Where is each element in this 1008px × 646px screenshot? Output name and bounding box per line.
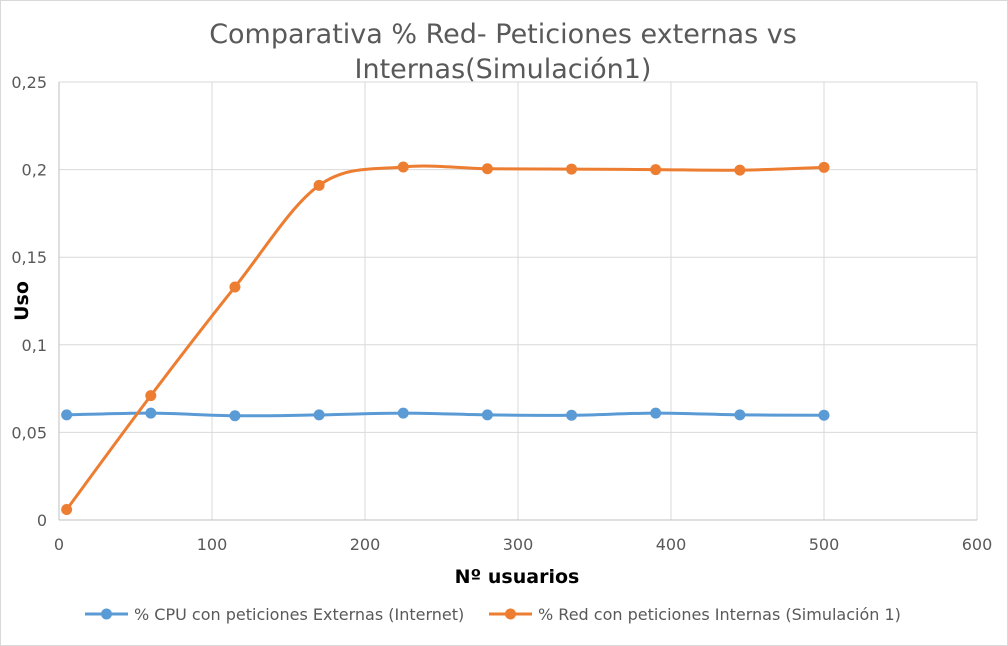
series-layer: [61, 161, 830, 515]
data-point-red: [734, 164, 746, 176]
y-axis-ticks: 0 0,05 0,1 0,15 0,2 0,25: [11, 73, 47, 530]
x-tick-label: 300: [503, 535, 534, 554]
legend-label-red: % Red con peticiones Internas (Simulació…: [538, 605, 901, 624]
data-point-cpu: [734, 409, 746, 421]
series-line-cpu: [66, 411, 825, 418]
x-tick-label: 600: [962, 535, 993, 554]
data-point-cpu: [229, 410, 241, 422]
y-tick-label: 0,1: [22, 336, 47, 355]
data-point-red: [61, 503, 73, 515]
data-point-red: [397, 161, 409, 173]
series-line-red: [65, 164, 825, 511]
data-point-cpu: [818, 409, 830, 421]
x-tick-label: 500: [809, 535, 840, 554]
legend-marker-red: [505, 608, 516, 620]
y-tick-label: 0: [37, 511, 47, 530]
data-point-cpu: [650, 407, 662, 419]
data-point-red: [818, 161, 830, 173]
x-axis-label: Nº usuarios: [455, 566, 580, 588]
chart-title-line-2: Internas(Simulación1): [355, 54, 652, 85]
data-point-cpu: [481, 409, 493, 421]
legend-item-cpu: % CPU con peticiones Externas (Internet): [85, 605, 464, 624]
data-point-cpu: [566, 409, 578, 421]
series-red: [61, 161, 830, 515]
y-tick-label: 0,15: [11, 248, 47, 267]
x-tick-label: 200: [350, 535, 381, 554]
legend: % CPU con peticiones Externas (Internet)…: [85, 605, 901, 624]
y-tick-label: 0,2: [22, 161, 47, 180]
y-tick-label: 0,05: [11, 423, 47, 442]
data-point-red: [313, 179, 325, 191]
x-tick-label: 100: [197, 535, 228, 554]
gridlines: [58, 81, 978, 521]
y-tick-label: 0,25: [11, 73, 47, 92]
data-point-red: [229, 281, 241, 293]
legend-label-cpu: % CPU con peticiones Externas (Internet): [134, 605, 464, 624]
data-point-red: [566, 163, 578, 175]
data-point-red: [650, 164, 662, 176]
data-point-cpu: [145, 407, 157, 419]
data-point-red: [145, 390, 157, 402]
data-point-red: [481, 163, 493, 175]
x-tick-label: 0: [54, 535, 64, 554]
x-tick-label: 400: [656, 535, 687, 554]
data-point-cpu: [313, 409, 325, 421]
legend-item-red: % Red con peticiones Internas (Simulació…: [489, 605, 901, 624]
legend-marker-cpu: [101, 608, 112, 620]
x-axis-ticks: 0 100 200 300 400 500 600: [54, 535, 992, 554]
data-point-cpu: [61, 409, 73, 421]
series-cpu: [61, 407, 830, 422]
data-point-cpu: [397, 407, 409, 419]
chart-title-line-1: Comparativa % Red- Peticiones externas v…: [209, 19, 797, 50]
y-axis-label: Uso: [11, 281, 33, 321]
